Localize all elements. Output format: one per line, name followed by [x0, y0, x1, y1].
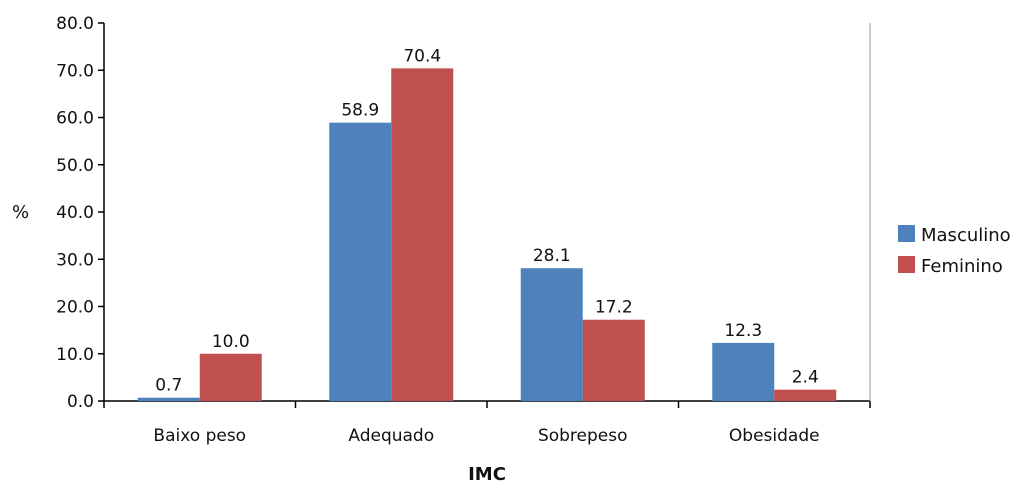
bar-masculino-baixo-peso [137, 397, 200, 401]
y-axis-title: % [12, 202, 29, 223]
data-label: 28.1 [533, 246, 571, 266]
data-label: 10.0 [212, 332, 250, 352]
y-tick-label: 30.0 [56, 250, 94, 270]
y-axis-ticks: 0.0 10.0 20.0 30.0 40.0 50.0 60.0 70.0 80.0 [56, 14, 104, 412]
legend-swatch-feminino [898, 256, 915, 273]
data-label: 0.7 [155, 376, 182, 396]
data-label: 70.4 [403, 46, 441, 66]
legend-swatch-masculino [898, 225, 915, 242]
y-tick-label: 0.0 [67, 392, 94, 412]
x-axis-ticks: Baixo peso Adequado Sobrepeso Obesidade [103, 401, 871, 446]
bar-feminino-sobrepeso [582, 319, 645, 401]
bar-feminino-obesidade [774, 389, 837, 401]
data-labels: 0.7 10.0 58.9 70.4 28.1 17.2 12.3 2.4 [155, 46, 819, 395]
bar-feminino-adequado [391, 68, 454, 402]
bar-feminino-baixo-peso [199, 353, 262, 401]
bar-series-group [137, 68, 837, 402]
x-tick-label: Sobrepeso [538, 426, 628, 446]
y-tick-label: 50.0 [56, 156, 94, 176]
x-tick-label: Baixo peso [153, 426, 246, 446]
x-tick-label: Obesidade [729, 426, 820, 446]
data-label: 2.4 [792, 368, 819, 388]
data-label: 17.2 [595, 298, 633, 318]
bar-masculino-sobrepeso [520, 268, 583, 401]
data-label: 58.9 [341, 101, 379, 121]
y-tick-label: 60.0 [56, 109, 94, 129]
y-tick-label: 70.0 [56, 61, 94, 81]
y-tick-label: 20.0 [56, 298, 94, 318]
x-axis-title: IMC [468, 464, 506, 485]
bar-masculino-obesidade [712, 342, 775, 401]
y-tick-label: 40.0 [56, 203, 94, 223]
bar-masculino-adequado [329, 122, 392, 401]
legend-label-feminino: Feminino [921, 256, 1003, 277]
legend-label-masculino: Masculino [921, 225, 1011, 246]
y-tick-label: 80.0 [56, 14, 94, 34]
y-tick-label: 10.0 [56, 345, 94, 365]
legend: Masculino Feminino [898, 225, 1011, 277]
x-tick-label: Adequado [348, 426, 434, 446]
data-label: 12.3 [724, 321, 762, 341]
